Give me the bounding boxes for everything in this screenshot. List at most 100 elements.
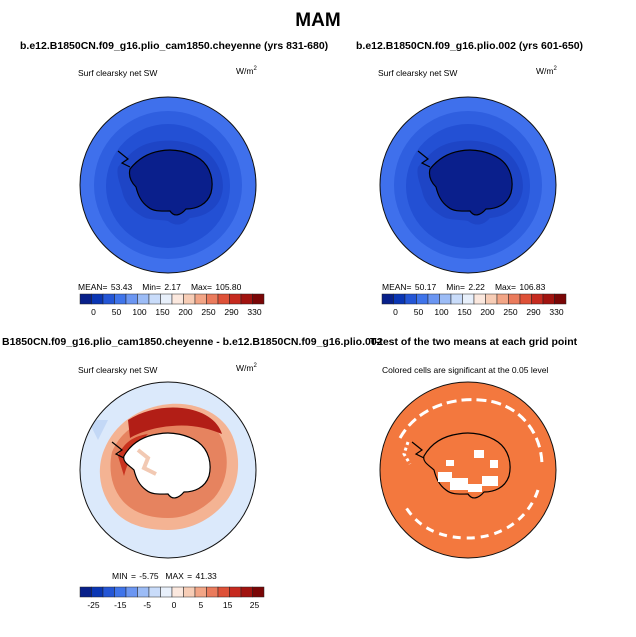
panel-1-map [79,96,257,274]
panel-2-antarctica [428,149,513,216]
colorbar-swatch [427,293,440,305]
panel-1-title: b.e12.B1850CN.f09_g16.plio_cam1850.cheye… [20,40,329,52]
colorbar-tick-label: 50 [112,307,122,317]
colorbar-tick-label: 50 [414,307,424,317]
colorbar-swatch [171,586,184,598]
panel-3-antarctica [123,432,211,499]
panel-2-map [379,96,557,274]
panel-4-map [379,381,557,559]
panel-3-interior-warm-patch [136,448,157,476]
panel-3-peninsula [111,441,125,459]
panel-4-peninsula [411,441,425,459]
colorbar-swatch [240,586,253,598]
colorbar-swatch [496,293,509,305]
colorbar-swatch [79,293,92,305]
colorbar-tick-label: -5 [143,600,151,610]
panel-2-colorbar: 0 50 100 150 200 250 290 330 [381,293,567,317]
colorbar-swatch [194,293,207,305]
panel-2-units: W/m2 [536,66,557,76]
colorbar-swatch [252,293,265,305]
colorbar-swatch [194,586,207,598]
colorbar-tick-label: 5 [198,600,203,610]
colorbar-swatch [206,293,219,305]
panel-1-antarctica [128,149,213,216]
panel-3-light-blue-patch-2 [88,420,108,440]
panel-4-land-insignificant-cells [438,450,498,492]
colorbar-swatch [114,293,127,305]
colorbar-tick-label: 250 [201,307,215,317]
panel-3-units: W/m2 [236,363,257,373]
colorbar-tick-label: 100 [434,307,448,317]
panel-1-units: W/m2 [236,66,257,76]
colorbar-swatch [519,293,532,305]
panel-1-stats: MEAN= 53.43 Min= 2.17 Max= 105.80 [78,282,242,292]
panel-3-map-border [79,381,257,559]
colorbar-swatch [439,293,452,305]
colorbar-swatch [91,586,104,598]
colorbar-swatch [206,586,219,598]
colorbar-tick-label: 15 [223,600,233,610]
colorbar-swatch [252,586,265,598]
colorbar-swatch [102,586,115,598]
panel-4-map-border [379,381,557,559]
colorbar-swatch [91,293,104,305]
colorbar-swatch [217,586,230,598]
panel-2-peninsula [417,150,431,168]
colorbar-swatch [542,293,555,305]
colorbar-tick-label: 0 [172,600,177,610]
colorbar-tick-label: 330 [247,307,261,317]
colorbar-tick-label: 150 [457,307,471,317]
colorbar-swatch [393,293,406,305]
colorbar-swatch [160,293,173,305]
panel-3-colorbar: -25 -15 -5 0 5 15 25 [79,586,265,610]
colorbar-tick-label: 0 [393,307,398,317]
panel-3-map [79,381,257,559]
colorbar-tick-label: 100 [132,307,146,317]
colorbar-swatch [137,293,150,305]
colorbar-swatch [148,293,161,305]
colorbar-tick-label: 0 [91,307,96,317]
panel-3-title: B1850CN.f09_g16.plio_cam1850.cheyenne - … [2,336,383,348]
colorbar-swatch [160,586,173,598]
colorbar-swatch [554,293,567,305]
colorbar-swatch [148,586,161,598]
panel-3-stats: MIN = -5.75 MAX = 41.33 [112,571,217,581]
colorbar-swatch [416,293,429,305]
colorbar-swatch [102,293,115,305]
colorbar-tick-label: -15 [114,600,127,610]
colorbar-swatch [485,293,498,305]
colorbar-tick-label: 150 [155,307,169,317]
colorbar-swatch [183,293,196,305]
panel-3-dark-red-band [128,407,222,438]
colorbar-swatch [531,293,544,305]
colorbar-swatch [137,586,150,598]
colorbar-swatch [473,293,486,305]
panel-1-colorbar: 0 50 100 150 200 250 290 330 [79,293,265,317]
colorbar-tick-label: 200 [480,307,494,317]
panel-2-variable: Surf clearsky net SW [378,68,458,78]
colorbar-tick-label: 290 [526,307,540,317]
panel-4-insignificant-cells [398,398,544,540]
colorbar-swatch [125,586,138,598]
colorbar-swatch [125,293,138,305]
colorbar-swatch [229,293,242,305]
colorbar-swatch [450,293,463,305]
colorbar-swatch [381,293,394,305]
panel-3-variable: Surf clearsky net SW [78,365,158,375]
colorbar-tick-label: 290 [224,307,238,317]
colorbar-tick-label: 330 [549,307,563,317]
colorbar-swatch [508,293,521,305]
colorbar-swatch [171,293,184,305]
colorbar-swatch [217,293,230,305]
panel-3-red-sector [118,434,148,476]
colorbar-swatch [229,586,242,598]
colorbar-swatch [183,586,196,598]
colorbar-swatch [404,293,417,305]
figure-title: MAM [295,10,341,31]
colorbar-swatch [114,586,127,598]
colorbar-swatch [462,293,475,305]
panel-4-note: Colored cells are significant at the 0.0… [382,365,549,375]
colorbar-tick-label: 250 [503,307,517,317]
panel-4-title: T-test of the two means at each grid poi… [370,336,578,348]
panel-2-stats: MEAN= 50.17 Min= 2.22 Max= 106.83 [382,282,546,292]
